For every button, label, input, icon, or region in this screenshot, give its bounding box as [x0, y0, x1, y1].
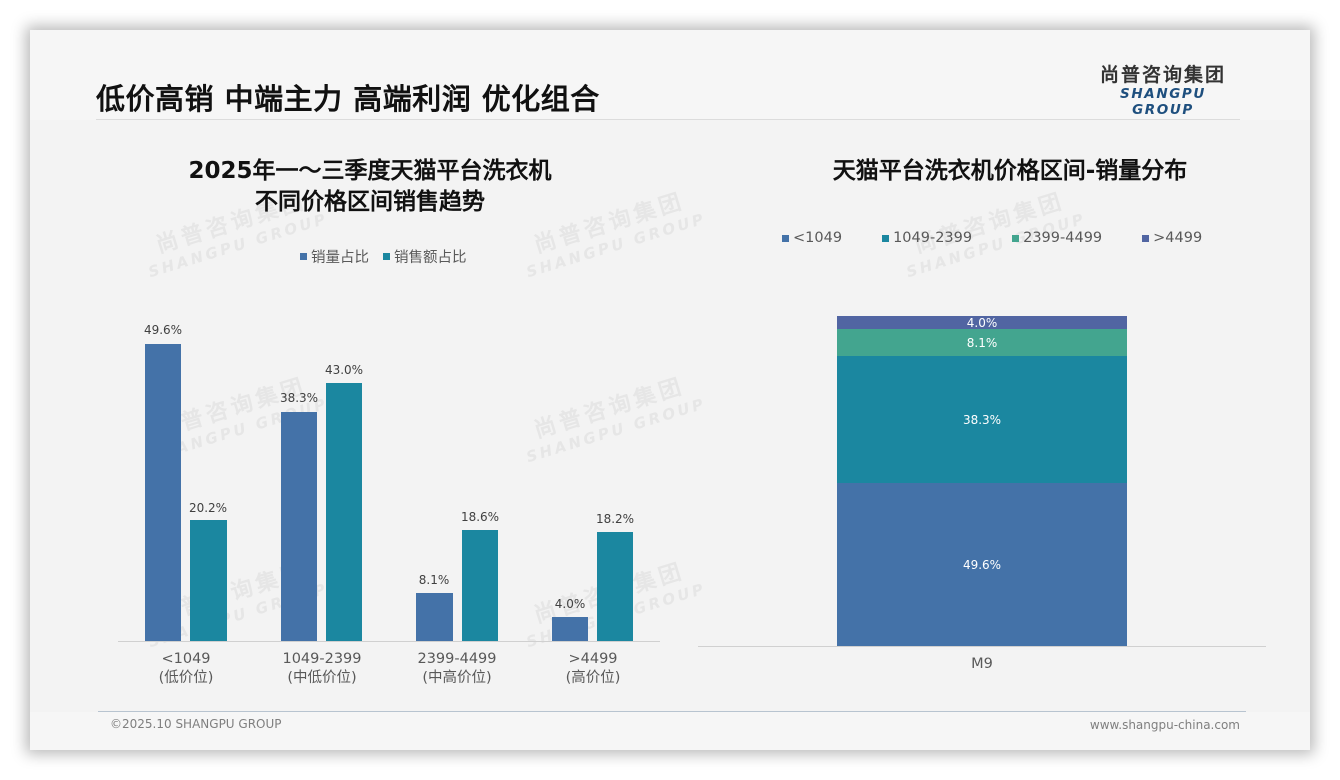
company-logo: 尚普咨询集团 SHANGPU GROUP — [1088, 64, 1238, 118]
bar-label: 8.1% — [418, 573, 450, 587]
slide: 低价高销 中端主力 高端利润 优化组合 尚普咨询集团 SHANGPU GROUP… — [30, 30, 1310, 750]
legend-swatch — [1012, 234, 1020, 242]
legend-item-volume: 销量占比 — [300, 246, 369, 267]
bar-label: 18.2% — [595, 512, 635, 526]
category-label: 2399-4499 (中高价位) — [417, 651, 497, 686]
bar-revenue-gt4499 — [597, 532, 633, 641]
category-label-m9: M9 — [971, 656, 993, 672]
page-title: 低价高销 中端主力 高端利润 优化组合 — [96, 82, 600, 116]
legend-swatch-revenue — [383, 253, 390, 260]
bar-revenue-lt1049 — [190, 520, 227, 641]
category-label: 1049-2399 (中低价位) — [282, 651, 362, 686]
left-chart-legend: 销量占比 销售额占比 — [300, 246, 467, 267]
legend-item-2399-4499: 2399-4499 — [1012, 230, 1102, 246]
bar-volume-lt1049 — [145, 344, 181, 641]
header-band — [30, 30, 1310, 120]
bar-volume-1049-2399 — [281, 412, 317, 641]
left-chart-title: 2025年一～三季度天猫平台洗衣机 不同价格区间销售趋势 — [188, 158, 552, 215]
logo-text-en: SHANGPU GROUP — [1120, 86, 1206, 118]
bar-revenue-2399-4499 — [462, 530, 498, 641]
right-chart-x-axis — [698, 646, 1266, 647]
footer-website: www.shangpu-china.com — [1089, 718, 1240, 732]
segment-gt4499: 4.0% — [837, 316, 1127, 330]
bar-revenue-1049-2399 — [326, 383, 362, 641]
bar-label: 4.0% — [554, 597, 586, 611]
bar-label: 43.0% — [324, 363, 364, 377]
title-divider — [96, 119, 1240, 120]
bar-label: 20.2% — [188, 501, 228, 515]
segment-lt1049: 49.6% — [837, 483, 1127, 646]
legend-swatch — [1142, 234, 1150, 242]
right-chart-title: 天猫平台洗衣机价格区间-销量分布 — [832, 158, 1188, 184]
logo-text-cn: 尚普咨询集团 — [1099, 64, 1226, 86]
category-label: <1049 (低价位) — [158, 651, 214, 686]
right-chart-legend: <1049 1049-2399 2399-4499 >4499 — [782, 230, 1202, 246]
legend-item-revenue: 销售额占比 — [383, 246, 467, 267]
segment-1049-2399: 38.3% — [837, 356, 1127, 483]
bar-label: 49.6% — [143, 323, 183, 337]
legend-swatch-volume — [300, 253, 307, 260]
bar-volume-2399-4499 — [416, 593, 453, 641]
bar-label: 38.3% — [279, 391, 319, 405]
footer-band — [30, 712, 1310, 750]
legend-item-gt4499: >4499 — [1142, 230, 1202, 246]
legend-item-lt1049: <1049 — [782, 230, 842, 246]
legend-swatch — [882, 234, 890, 242]
footer-copyright: ©2025.10 SHANGPU GROUP — [110, 717, 282, 731]
left-chart-x-axis — [118, 641, 660, 642]
category-label: >4499 (高价位) — [565, 651, 621, 686]
footer-divider — [98, 711, 1246, 712]
bar-label: 18.6% — [460, 510, 500, 524]
legend-item-1049-2399: 1049-2399 — [882, 230, 972, 246]
segment-2399-4499: 8.1% — [837, 329, 1127, 356]
bar-volume-gt4499 — [552, 617, 588, 641]
stacked-bar-m9: 4.0% 8.1% 38.3% 49.6% — [837, 316, 1127, 646]
legend-swatch — [782, 234, 789, 242]
